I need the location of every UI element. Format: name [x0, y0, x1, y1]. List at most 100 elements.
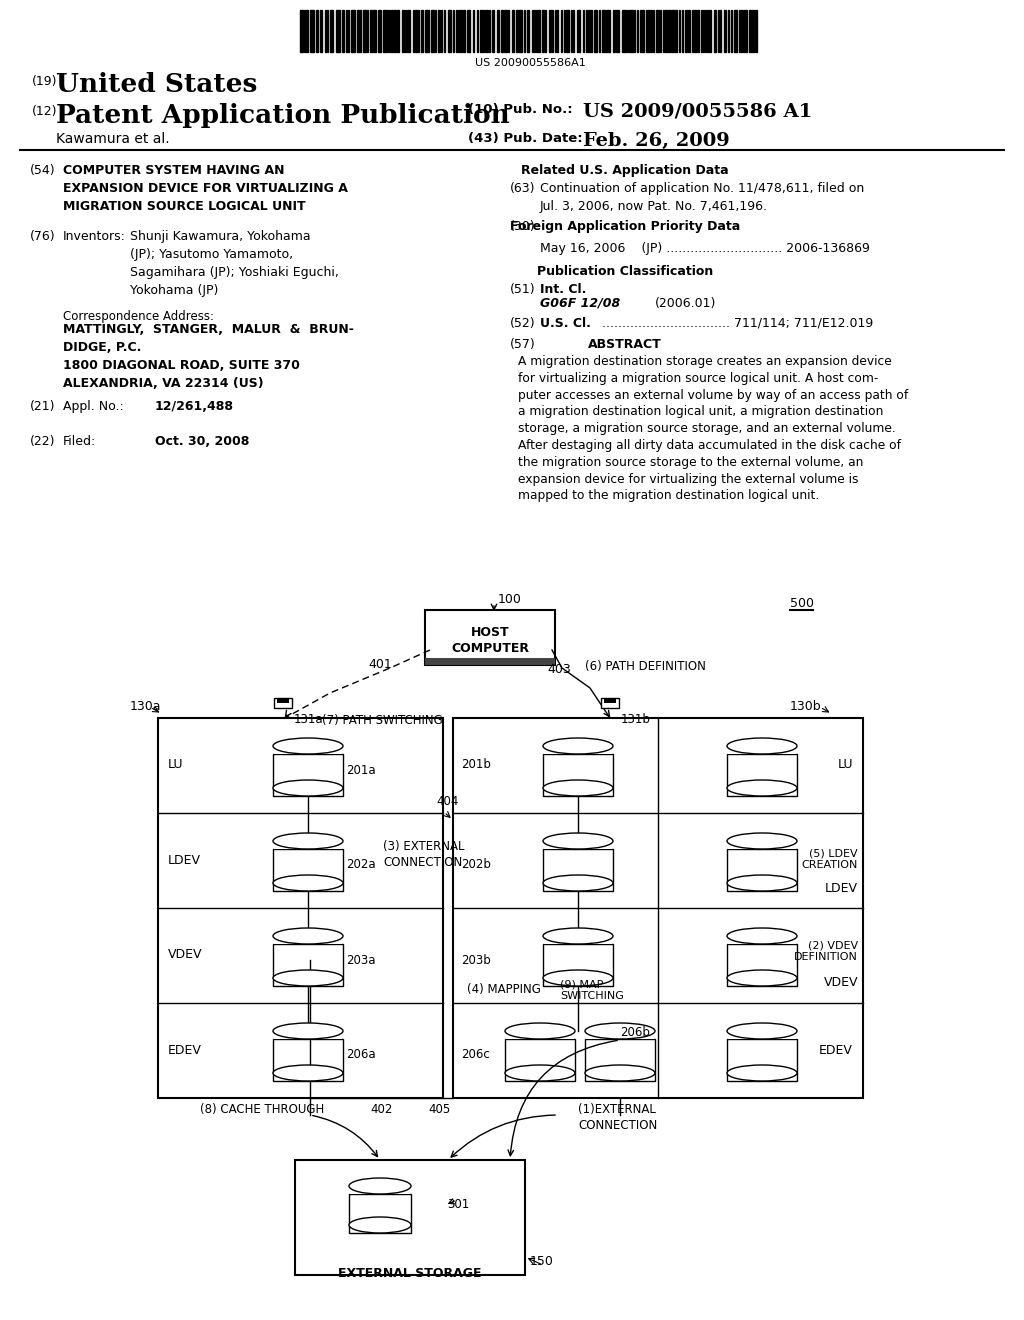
Ellipse shape — [273, 738, 343, 754]
Bar — [616, 11, 618, 51]
Text: (7) PATH SWITCHING: (7) PATH SWITCHING — [322, 714, 442, 727]
Ellipse shape — [505, 1023, 575, 1039]
Bar — [727, 1039, 797, 1081]
Bar — [566, 11, 569, 51]
Text: 500: 500 — [790, 597, 814, 610]
Text: 401: 401 — [368, 657, 392, 671]
Bar — [728, 1012, 796, 1039]
Text: ABSTRACT: ABSTRACT — [588, 338, 662, 351]
Text: Filed:: Filed: — [63, 436, 96, 447]
Text: 403: 403 — [547, 663, 570, 676]
Bar — [590, 11, 592, 51]
Text: (63): (63) — [510, 182, 536, 195]
Bar — [351, 11, 355, 51]
Bar — [316, 11, 318, 51]
Bar — [453, 718, 863, 1098]
Bar — [438, 11, 440, 51]
Bar — [273, 1039, 343, 1081]
Text: (52): (52) — [510, 317, 536, 330]
Bar — [544, 917, 612, 944]
Text: 150: 150 — [530, 1255, 554, 1269]
Text: EXTERNAL STORAGE: EXTERNAL STORAGE — [338, 1267, 481, 1280]
Bar — [274, 822, 342, 849]
Bar — [274, 1012, 342, 1039]
Text: US 20090055586A1: US 20090055586A1 — [475, 58, 586, 69]
Bar — [273, 944, 343, 986]
Text: 404: 404 — [436, 795, 459, 808]
Text: May 16, 2006    (JP) ............................. 2006-136869: May 16, 2006 (JP) ......................… — [540, 242, 869, 255]
Text: (51): (51) — [510, 282, 536, 296]
Bar — [697, 11, 699, 51]
Bar — [460, 11, 462, 51]
Bar — [629, 11, 633, 51]
Ellipse shape — [727, 738, 797, 754]
Text: 203a: 203a — [346, 953, 376, 966]
Bar — [752, 11, 754, 51]
Text: 130a: 130a — [130, 700, 162, 713]
Text: Int. Cl.: Int. Cl. — [540, 282, 587, 296]
Bar — [501, 11, 503, 51]
Text: Correspondence Address:: Correspondence Address: — [63, 310, 214, 323]
Text: (3) EXTERNAL
CONNECTION: (3) EXTERNAL CONNECTION — [383, 840, 465, 869]
Ellipse shape — [543, 928, 613, 944]
Bar — [727, 944, 797, 986]
Text: Continuation of application No. 11/478,611, filed on
Jul. 3, 2006, now Pat. No. : Continuation of application No. 11/478,6… — [540, 182, 864, 213]
Bar — [516, 11, 518, 51]
Text: (21): (21) — [30, 400, 55, 413]
Text: LU: LU — [168, 759, 183, 771]
Bar — [505, 1039, 575, 1081]
Ellipse shape — [273, 1023, 343, 1039]
Bar — [383, 11, 386, 51]
Text: 131a: 131a — [294, 713, 324, 726]
Text: (2) VDEV
DEFINITION: (2) VDEV DEFINITION — [795, 940, 858, 961]
Text: G06F 12/08: G06F 12/08 — [540, 297, 621, 310]
Text: Related U.S. Application Data: Related U.S. Application Data — [521, 164, 729, 177]
Bar — [295, 1160, 525, 1275]
Text: United States: United States — [56, 73, 257, 96]
Bar — [728, 822, 796, 849]
Text: (76): (76) — [30, 230, 55, 243]
Bar — [549, 11, 551, 51]
Text: (54): (54) — [30, 164, 55, 177]
Bar — [391, 11, 393, 51]
Text: 405: 405 — [428, 1104, 451, 1115]
Bar — [543, 849, 613, 891]
Bar — [694, 11, 696, 51]
Text: Appl. No.:: Appl. No.: — [63, 400, 124, 413]
Bar — [467, 11, 470, 51]
Bar — [336, 11, 340, 51]
Bar — [668, 11, 670, 51]
Bar — [512, 11, 514, 51]
Bar — [431, 11, 434, 51]
Ellipse shape — [727, 1023, 797, 1039]
Ellipse shape — [727, 970, 797, 986]
Bar — [724, 11, 726, 51]
Ellipse shape — [543, 738, 613, 754]
Bar — [527, 11, 529, 51]
Ellipse shape — [727, 780, 797, 796]
Bar — [480, 11, 483, 51]
Bar — [586, 1012, 654, 1039]
Text: HOST
COMPUTER: HOST COMPUTER — [451, 626, 529, 655]
Bar — [300, 11, 303, 51]
Text: (4) MAPPING: (4) MAPPING — [467, 983, 541, 997]
Text: (10) Pub. No.:: (10) Pub. No.: — [468, 103, 572, 116]
Bar — [273, 754, 343, 796]
Text: 201b: 201b — [461, 759, 490, 771]
Bar — [310, 11, 314, 51]
Text: (22): (22) — [30, 436, 55, 447]
Ellipse shape — [585, 1065, 655, 1081]
Bar — [415, 11, 417, 51]
Bar — [486, 11, 488, 51]
Bar — [734, 11, 737, 51]
Bar — [745, 11, 746, 51]
Text: LDEV: LDEV — [168, 854, 201, 866]
Bar — [342, 11, 344, 51]
Bar — [330, 11, 333, 51]
Text: 206a: 206a — [346, 1048, 376, 1061]
Bar — [642, 11, 644, 51]
Ellipse shape — [273, 970, 343, 986]
Bar — [538, 11, 540, 51]
Bar — [158, 718, 443, 1098]
Text: VDEV: VDEV — [168, 949, 203, 961]
